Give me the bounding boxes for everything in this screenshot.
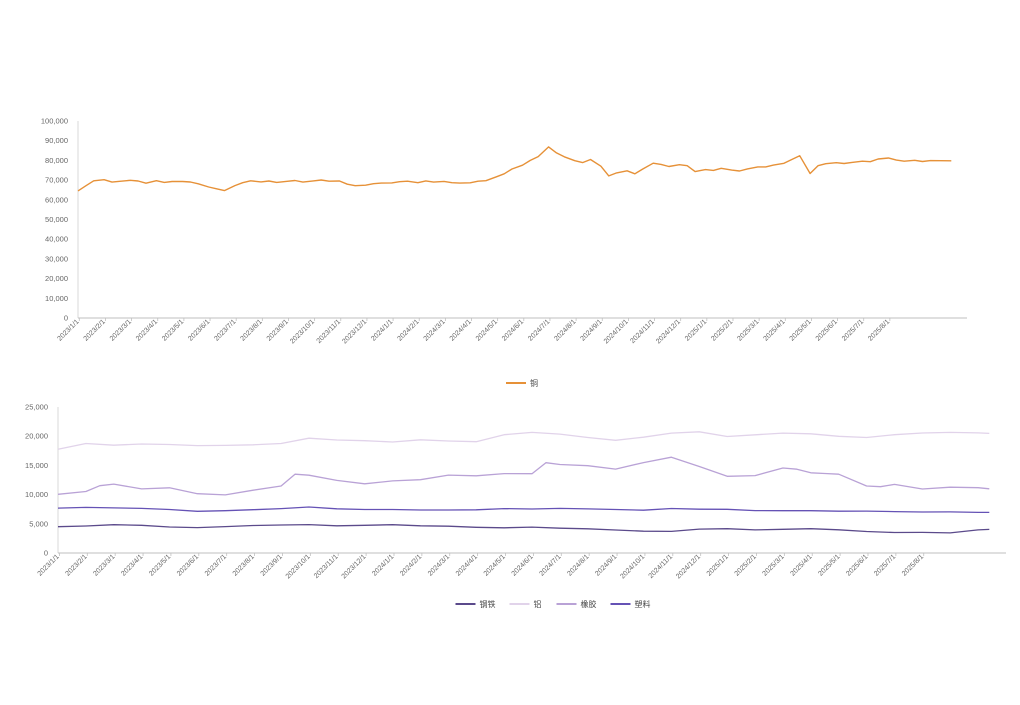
chart2-x-tick-label: 2023/11/1	[313, 553, 340, 580]
chart1-x-tick-label: 2023/3/1	[109, 318, 133, 342]
chart1-y-tick-label: 90,000	[45, 136, 68, 145]
chart1-x-tick-label: 2024/2/1	[396, 318, 420, 342]
chart1-x-tick-label: 2023/7/1	[213, 318, 237, 342]
chart1-x-tick-label: 2024/12/1	[655, 318, 682, 345]
chart1-x-tick-label: 2023/8/1	[240, 318, 264, 342]
chart1-y-tick-label: 60,000	[45, 195, 68, 204]
chart1-x-tick-label: 2025/3/1	[736, 318, 760, 342]
chart1-legend-label-1: 铜	[530, 378, 538, 388]
chart1-x-tick-label: 2025/8/1	[867, 318, 891, 342]
chart2-x-tick-label: 2024/5/1	[483, 553, 507, 577]
chart2-x-tick-label: 2024/12/1	[675, 553, 702, 580]
chart1-y-tick-label: 40,000	[45, 235, 68, 244]
chart2-series-line-4	[57, 506, 990, 514]
chart2-x-tick-label: 2023/7/1	[204, 553, 228, 577]
chart2-x-tick-label: 2023/8/1	[232, 553, 256, 577]
chart1-x-tick-label: 2023/2/1	[83, 318, 107, 342]
chart1-x-tick-label: 2024/4/1	[449, 318, 473, 342]
chart2-x-tick-label: 2024/1/1	[371, 553, 395, 577]
chart2-x-tick-label: 2023/9/1	[260, 553, 284, 577]
chart1-x-tick-label: 2024/1/1	[370, 318, 394, 342]
chart1-x-tick-label: 2025/4/1	[762, 318, 786, 342]
chart1-x-tick-label: 2025/1/1	[684, 318, 708, 342]
chart2-y-tick-label: 15,000	[25, 461, 48, 470]
chart1-x-tick-label: 2023/5/1	[161, 318, 185, 342]
chart2-x-tick-label: 2024/9/1	[594, 553, 618, 577]
chart2-x-tick-label: 2025/8/1	[901, 553, 925, 577]
chart2-y-tick-label: 25,000	[25, 403, 48, 412]
chart1-x-tick-label: 2023/12/1	[341, 318, 368, 345]
chart1-x-tick-label: 2023/4/1	[135, 318, 159, 342]
chart1-x-tick-label: 2024/6/1	[501, 318, 525, 342]
chart1-x-tick-label: 2025/7/1	[841, 318, 865, 342]
chart2-x-tick-label: 2024/4/1	[455, 553, 479, 577]
chart1-x-tick-label: 2024/8/1	[553, 318, 577, 342]
chart2-x-tick-label: 2024/7/1	[538, 553, 562, 577]
chart2-y-tick-label: 20,000	[25, 432, 48, 441]
chart1-y-tick-label: 20,000	[45, 274, 68, 283]
chart1-x-tick-label: 2024/5/1	[475, 318, 499, 342]
chart2-x-tick-label: 2023/2/1	[64, 553, 88, 577]
chart2-x-tick-label: 2024/10/1	[619, 553, 646, 580]
chart2-x-tick-label: 2025/4/1	[789, 553, 813, 577]
chart2-y-tick-label: 10,000	[25, 490, 48, 499]
chart2-x-tick-label: 2025/7/1	[873, 553, 897, 577]
chart1-x-tick-label: 2023/10/1	[289, 318, 316, 345]
chart2-series-line-3	[57, 456, 990, 496]
chart2-legend-label-4: 塑料	[635, 599, 651, 609]
chart2-x-tick-label: 2023/12/1	[341, 553, 368, 580]
chart2-x-tick-label: 2023/3/1	[92, 553, 116, 577]
chart1-x-tick-label: 2024/9/1	[579, 318, 603, 342]
chart1-x-tick-label: 2025/5/1	[789, 318, 813, 342]
chart1-y-tick-label: 10,000	[45, 294, 68, 303]
chart2-x-tick-label: 2023/6/1	[176, 553, 200, 577]
chart2-x-tick-label: 2024/11/1	[648, 553, 675, 580]
chart2-x-tick-label: 2025/1/1	[706, 553, 730, 577]
chart2-x-tick-label: 2023/4/1	[120, 553, 144, 577]
chart1-y-tick-label: 0	[64, 314, 68, 323]
chart2-y-tick-label: 5,000	[29, 519, 48, 528]
chart1-y-tick-label: 50,000	[45, 215, 68, 224]
chart2-legend-label-3: 橡胶	[581, 599, 597, 609]
chart1-series-line-1	[77, 146, 952, 192]
chart2-x-tick-label: 2024/8/1	[566, 553, 590, 577]
chart2-x-tick-label: 2024/6/1	[511, 553, 535, 577]
chart1-x-tick-label: 2025/6/1	[815, 318, 839, 342]
chart2-x-tick-label: 2025/2/1	[734, 553, 758, 577]
chart2-series-line-2	[57, 431, 990, 450]
chart2-x-tick-label: 2023/10/1	[285, 553, 312, 580]
chart1-x-tick-label: 2024/11/1	[629, 318, 656, 345]
chart1-x-tick-label: 2024/10/1	[603, 318, 630, 345]
chart2-x-tick-label: 2025/5/1	[817, 553, 841, 577]
chart1-y-tick-label: 30,000	[45, 254, 68, 263]
chart2-series-line-1	[57, 523, 990, 534]
chart1-x-tick-label: 2023/11/1	[316, 318, 343, 345]
chart1-y-tick-label: 70,000	[45, 176, 68, 185]
chart2-x-tick-label: 2025/6/1	[845, 553, 869, 577]
chart2-x-tick-label: 2025/3/1	[762, 553, 786, 577]
chart2-legend-label-1: 钢铁	[480, 599, 496, 609]
chart2-legend-label-2: 铝	[534, 599, 542, 609]
chart1-x-tick-label: 2023/9/1	[266, 318, 290, 342]
chart1-x-tick-label: 2024/7/1	[527, 318, 551, 342]
chart2-x-tick-label: 2024/2/1	[399, 553, 423, 577]
chart1-x-tick-label: 2023/6/1	[187, 318, 211, 342]
chart1-y-tick-label: 80,000	[45, 156, 68, 165]
chart2-x-tick-label: 2023/5/1	[148, 553, 172, 577]
chart1-x-tick-label: 2024/3/1	[423, 318, 447, 342]
chart1-x-tick-label: 2025/2/1	[710, 318, 734, 342]
chart1-y-tick-label: 100,000	[41, 117, 68, 126]
chart2-y-tick-label: 0	[44, 549, 48, 558]
chart1-x-tick-label: 2023/1/1	[57, 318, 81, 342]
chart2-x-tick-label: 2024/3/1	[427, 553, 451, 577]
chart2-x-tick-label: 2023/1/1	[37, 553, 61, 577]
